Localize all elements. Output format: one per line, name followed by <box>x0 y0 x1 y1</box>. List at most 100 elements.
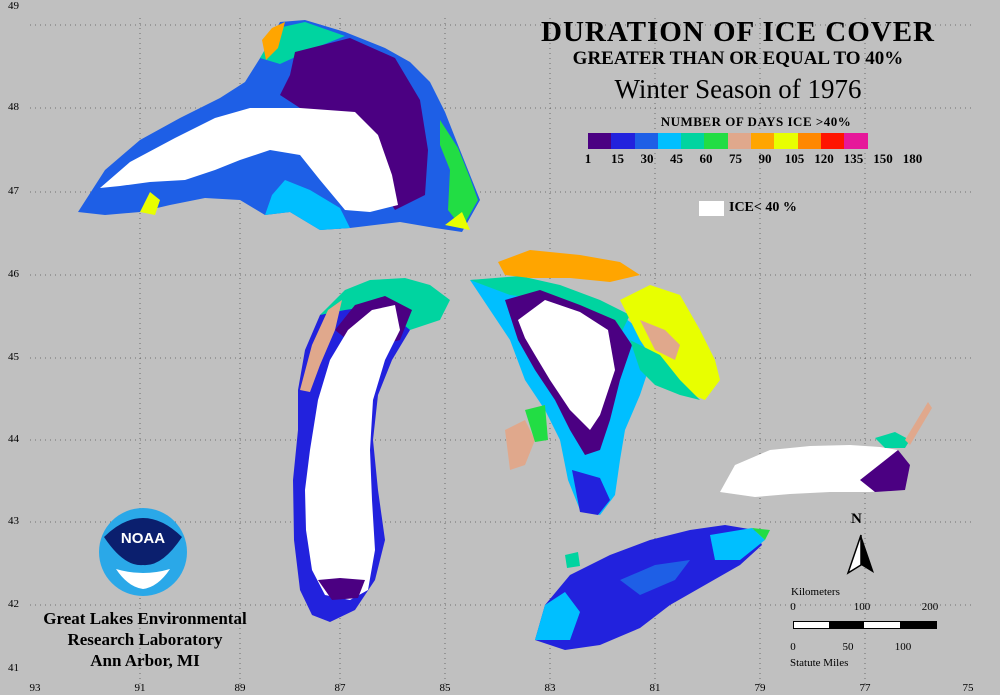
scale-km-tick: 0 <box>790 601 796 613</box>
lon-label: 79 <box>754 682 766 694</box>
legend-swatch <box>844 133 868 149</box>
lake-michigan <box>293 278 450 622</box>
legend-tick: 30 <box>640 151 654 166</box>
lat-label: 47 <box>8 185 19 197</box>
lon-label: 87 <box>334 682 346 694</box>
lon-label: 91 <box>134 682 146 694</box>
legend-tick: 105 <box>784 151 805 166</box>
legend-swatch <box>751 133 775 149</box>
superior-green-east <box>440 120 478 228</box>
lat-label: 48 <box>8 101 19 113</box>
legend-swatch <box>797 133 821 149</box>
ice-below-40-label: ICE< 40 % <box>729 200 797 215</box>
superior-yellow-west <box>140 192 160 215</box>
credit-line-3: Ann Arbor, MI <box>90 651 200 670</box>
lon-label: 75 <box>962 682 974 694</box>
lon-label: 89 <box>234 682 246 694</box>
michigan-green-bay <box>300 300 342 392</box>
superior-cyan-zone <box>265 180 350 230</box>
legend-tick: 60 <box>699 151 713 166</box>
legend-tick: 120 <box>814 151 834 166</box>
credit-line-1: Great Lakes Environmental <box>43 609 247 628</box>
legend-color-bar <box>588 133 868 149</box>
legend-tick: 180 <box>902 151 923 166</box>
legend-swatch <box>727 133 752 149</box>
legend-tick: 45 <box>670 151 683 166</box>
north-letter: N <box>851 511 862 527</box>
season-label: Winter Season of 1976 <box>614 74 862 104</box>
lake-erie <box>535 525 770 650</box>
legend-tick: 90 <box>758 151 772 166</box>
scale-mi-tick: 50 <box>842 641 854 653</box>
huron-ice-core <box>518 300 615 430</box>
north-channel-orange <box>498 250 640 282</box>
noaa-logo: NOAA <box>99 508 187 596</box>
legend-tick: 75 <box>729 151 742 166</box>
legend-tick: 1 <box>584 151 592 166</box>
erie-green-tip <box>752 528 770 540</box>
georgian-bay-tan <box>640 320 680 360</box>
erie-cyan-east <box>710 528 765 560</box>
ontario-purple-east <box>860 450 910 492</box>
lon-label: 93 <box>29 682 41 694</box>
ontario-outlet-teal <box>875 432 910 448</box>
ontario-ice-core <box>720 445 905 497</box>
lat-label: 41 <box>8 662 19 674</box>
legend-swatch <box>657 133 682 149</box>
legend-swatch <box>820 133 845 149</box>
superior-orange-north <box>262 22 285 60</box>
svg-text:NOAA: NOAA <box>121 530 165 547</box>
lake-huron <box>470 250 720 515</box>
scale-mi-label: Statute Miles <box>790 657 849 669</box>
lat-label: 45 <box>8 351 19 363</box>
ice-below-40-swatch <box>699 201 724 216</box>
lon-label: 81 <box>649 682 661 694</box>
erie-teal-mid <box>620 560 690 595</box>
lat-label: 43 <box>8 515 19 527</box>
legend-swatch <box>588 133 612 149</box>
lat-label: 42 <box>8 598 19 610</box>
legend-title: NUMBER OF DAYS ICE >40% <box>660 114 852 129</box>
erie-cyan-west <box>535 592 580 640</box>
map-subtitle: GREATER THAN OR EQUAL TO 40% <box>572 48 904 69</box>
lon-label: 85 <box>439 682 451 694</box>
scale-mi-tick: 100 <box>894 641 912 653</box>
michigan-purple-south <box>318 578 365 600</box>
legend-swatch <box>774 133 798 149</box>
scale-mi-tick: 0 <box>790 641 796 653</box>
legend-swatch <box>681 133 705 149</box>
huron-saginaw-bay <box>505 420 535 470</box>
lake-ontario <box>720 402 932 497</box>
legend-tick-labels: 1 15 30 45 60 75 90 105 120 135 150 180 <box>578 151 948 169</box>
lake-st-clair <box>565 552 580 568</box>
lake-superior <box>78 20 480 232</box>
lat-label: 46 <box>8 268 19 280</box>
huron-teal-north <box>470 276 630 335</box>
credit-line-2: Research Laboratory <box>67 630 223 649</box>
lat-label: 49 <box>8 0 19 12</box>
scale-km-tick: 100 <box>853 601 871 613</box>
michigan-ice-core <box>305 305 400 600</box>
lon-label: 77 <box>859 682 871 694</box>
north-arrow-icon <box>846 534 874 575</box>
legend-tick: 15 <box>611 151 624 166</box>
huron-green-sw <box>525 405 548 442</box>
st-lawrence-tan <box>905 402 932 445</box>
legend-tick: 135 <box>843 151 864 166</box>
scale-km-tick: 200 <box>921 601 939 613</box>
legend-tick: 150 <box>873 151 893 166</box>
superior-ice-core <box>100 108 398 212</box>
scale-km-label: Kilometers <box>791 586 840 598</box>
legend-swatch <box>704 133 728 149</box>
huron-blue-south <box>572 470 610 515</box>
legend-swatch <box>634 133 658 149</box>
legend-swatch <box>611 133 635 149</box>
superior-yellow-east <box>445 212 470 230</box>
scale-bar <box>793 621 937 629</box>
georgian-bay-teal <box>630 340 700 400</box>
map-title: DURATION OF ICE COVER <box>541 16 935 48</box>
lat-label: 44 <box>8 433 19 445</box>
lon-label: 83 <box>544 682 556 694</box>
